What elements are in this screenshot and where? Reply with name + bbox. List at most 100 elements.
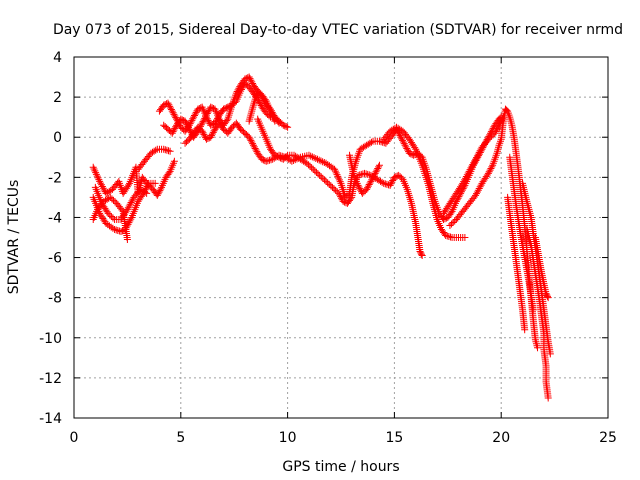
data-point-marker — [487, 165, 495, 173]
data-point-marker — [204, 135, 212, 143]
data-point-marker — [354, 181, 362, 189]
data-point-marker — [199, 118, 207, 126]
data-point-marker — [110, 196, 118, 204]
data-point-marker — [486, 134, 494, 142]
data-point-marker — [281, 122, 289, 130]
y-tick-label: -2 — [48, 170, 62, 186]
data-point-marker — [200, 130, 208, 138]
data-point-marker — [472, 191, 480, 199]
data-point-marker — [441, 215, 449, 223]
data-point-marker — [356, 171, 364, 179]
data-point-marker — [380, 139, 388, 147]
data-point-marker — [182, 119, 190, 127]
x-tick-label: 0 — [70, 430, 79, 446]
data-point-marker — [474, 186, 482, 194]
data-point-marker — [189, 115, 197, 123]
data-point-marker — [221, 104, 229, 112]
data-point-marker — [168, 107, 176, 115]
data-point-marker — [249, 140, 257, 148]
data-point-marker — [399, 136, 407, 144]
data-point-marker — [387, 180, 395, 188]
data-point-marker — [126, 200, 134, 208]
data-point-marker — [220, 105, 228, 113]
data-point-marker — [308, 164, 316, 172]
data-point-marker — [181, 117, 189, 125]
data-point-marker — [104, 209, 112, 217]
data-point-marker — [474, 150, 482, 158]
data-point-marker — [95, 176, 103, 184]
data-point-marker — [389, 177, 397, 185]
data-point-marker — [177, 115, 185, 123]
data-point-marker — [288, 157, 296, 165]
data-point-marker — [364, 170, 372, 178]
data-point-marker — [417, 250, 425, 258]
data-point-marker — [178, 116, 186, 124]
data-point-marker — [274, 153, 282, 161]
x-tick-label: 5 — [176, 430, 185, 446]
data-point-marker — [247, 136, 255, 144]
data-point-marker — [472, 154, 480, 162]
data-point-marker — [403, 144, 411, 152]
data-point-marker — [388, 178, 396, 186]
data-point-marker — [165, 101, 173, 109]
data-point-marker — [355, 183, 363, 191]
data-point-marker — [258, 155, 266, 163]
data-point-marker — [347, 195, 355, 203]
data-point-marker — [279, 121, 287, 129]
data-point-marker — [374, 165, 382, 173]
data-point-marker — [247, 76, 255, 84]
data-point-marker — [98, 183, 106, 191]
series-track-12 — [380, 123, 469, 241]
data-point-marker — [111, 198, 119, 206]
data-point-marker — [259, 95, 267, 103]
data-point-marker — [275, 153, 283, 161]
data-point-marker — [209, 128, 217, 136]
data-point-marker — [344, 191, 352, 199]
data-point-marker — [92, 170, 100, 178]
data-point-marker — [157, 185, 165, 193]
data-point-marker — [245, 73, 253, 81]
data-point-marker — [463, 171, 471, 179]
data-point-marker — [164, 99, 172, 107]
data-point-marker — [190, 113, 198, 121]
data-point-marker — [306, 162, 314, 170]
data-point-marker — [191, 110, 199, 118]
data-point-marker — [208, 130, 216, 138]
data-point-marker — [372, 168, 380, 176]
data-point-marker — [99, 184, 107, 192]
data-point-marker — [369, 173, 377, 181]
data-point-marker — [311, 167, 319, 175]
data-point-marker — [234, 86, 242, 94]
data-point-marker — [366, 179, 374, 187]
data-point-marker — [461, 234, 469, 241]
data-point-marker — [475, 185, 483, 193]
data-point-marker — [476, 147, 484, 155]
data-point-marker — [322, 177, 330, 185]
data-point-marker — [503, 106, 511, 114]
data-point-marker — [126, 217, 134, 225]
y-tick-label: 4 — [53, 50, 62, 66]
data-point-marker — [89, 163, 97, 171]
data-point-marker — [202, 111, 210, 119]
data-point-marker — [184, 122, 192, 130]
data-point-marker — [156, 187, 164, 195]
data-point-marker — [198, 127, 206, 135]
data-point-marker — [282, 153, 290, 161]
data-point-marker — [371, 169, 379, 177]
data-point-marker — [92, 169, 100, 177]
y-tick-label: -10 — [39, 331, 62, 347]
data-point-marker — [143, 189, 151, 197]
data-point-marker — [141, 188, 149, 196]
data-point-marker — [232, 89, 240, 97]
data-point-marker — [312, 154, 320, 162]
data-point-marker — [447, 209, 455, 217]
data-point-marker — [118, 227, 126, 235]
data-point-marker — [199, 129, 207, 137]
data-point-marker — [331, 167, 339, 175]
data-point-marker — [418, 252, 426, 260]
data-point-marker — [332, 169, 340, 177]
data-point-marker — [192, 108, 200, 116]
series-track-1 — [89, 157, 178, 199]
data-point-marker — [396, 132, 404, 140]
y-tick-label: -6 — [48, 251, 62, 267]
